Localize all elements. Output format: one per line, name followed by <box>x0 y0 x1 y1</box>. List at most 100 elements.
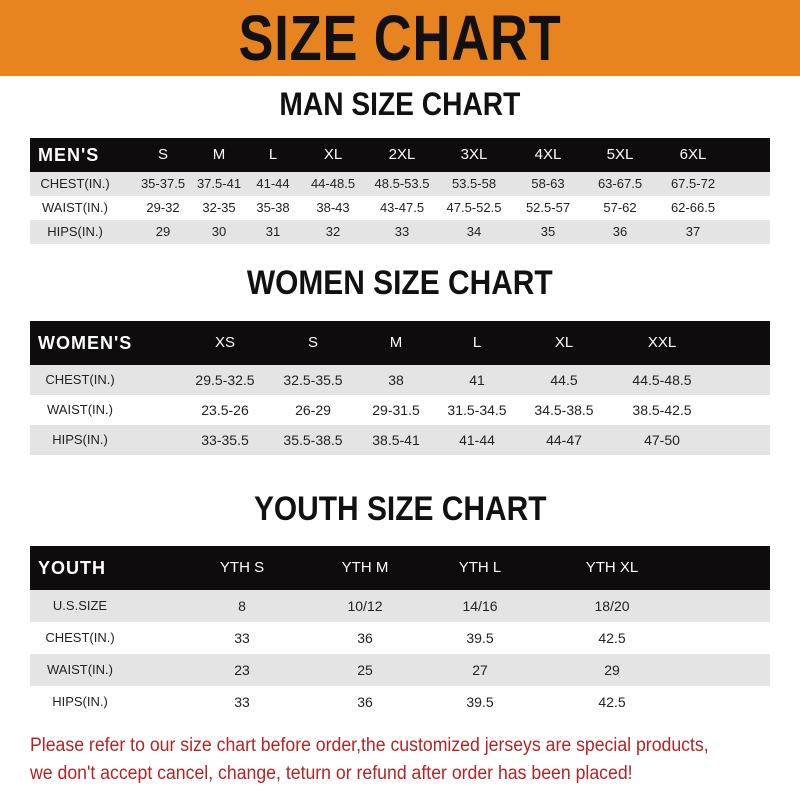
measurement-cell: 10/12 <box>347 598 383 614</box>
women-title-text: WOMEN SIZE CHART <box>247 264 553 302</box>
women-section-title: WOMEN SIZE CHART <box>0 264 800 303</box>
measurement-cell: 31 <box>265 224 281 239</box>
row-label: WAIST(IN.) <box>42 200 108 215</box>
table-row: HIPS(IN.) 29 30 31 32 33 34 35 36 37 <box>30 220 770 244</box>
measurement-cell: 8 <box>238 598 246 614</box>
measurement-cell: 44.5-48.5 <box>632 372 692 388</box>
row-label: WAIST(IN.) <box>47 662 113 677</box>
measurement-cell: 33 <box>234 630 250 646</box>
size-header: XS <box>214 334 236 351</box>
table-row: HIPS(IN.) 33 36 39.5 42.5 <box>30 686 770 718</box>
measurement-cell: 29 <box>155 224 171 239</box>
measurement-cell: 38 <box>388 372 404 388</box>
measurement-cell: 36 <box>612 224 628 239</box>
measurement-cell: 41-44 <box>256 176 290 191</box>
measurement-cell: 35-38 <box>256 200 290 215</box>
row-label: CHEST(IN.) <box>40 176 110 191</box>
measurement-cell: 29 <box>604 662 620 678</box>
measurement-cell: 41-44 <box>459 432 495 448</box>
measurement-cell: 23 <box>234 662 250 678</box>
header-label: YOUTH <box>38 558 106 578</box>
size-header: 2XL <box>388 146 416 163</box>
measurement-cell: 58-63 <box>531 176 565 191</box>
measurement-cell: 39.5 <box>466 694 494 710</box>
measurement-cell: 37.5-41 <box>196 176 242 191</box>
measurement-cell: 32.5-35.5 <box>283 372 343 388</box>
table-header-row: YOUTH YTH S YTH M YTH L YTH XL <box>30 546 770 590</box>
row-label: HIPS(IN.) <box>47 224 103 239</box>
measurement-cell: 31.5-34.5 <box>447 402 507 418</box>
men-size-table: MEN'S S M L XL 2XL 3XL 4XL 5XL 6XL CHEST(IN.) 35-37… <box>30 138 770 244</box>
header-label: MEN'S <box>38 145 100 165</box>
size-header: XL <box>554 334 574 351</box>
measurement-cell: 30 <box>211 224 227 239</box>
size-header: YTH S <box>219 559 265 576</box>
measurement-cell: 26-29 <box>295 402 331 418</box>
measurement-cell: 25 <box>357 662 373 678</box>
measurement-cell: 14/16 <box>462 598 498 614</box>
women-size-table: WOMEN'S XS S M L XL XXL CHEST(IN.) 29.5-32.5 32.5… <box>30 321 770 455</box>
page-title: SIZE CHART <box>238 2 562 74</box>
size-header: 3XL <box>460 146 488 163</box>
table-header-row: WOMEN'S XS S M L XL XXL <box>30 321 770 365</box>
table-row: WAIST(IN.) 23.5-26 26-29 29-31.5 31.5-34.5 34… <box>30 395 770 425</box>
youth-section-title: YOUTH SIZE CHART <box>0 490 800 529</box>
table-row: CHEST(IN.) 33 36 39.5 42.5 <box>30 622 770 654</box>
measurement-cell: 32 <box>325 224 341 239</box>
measurement-cell: 33 <box>394 224 410 239</box>
measurement-cell: 38-43 <box>316 200 350 215</box>
size-chart-banner: SIZE CHART <box>0 0 800 76</box>
measurement-cell: 62-66.5 <box>670 200 716 215</box>
size-header: YTH M <box>341 559 389 576</box>
header-label: WOMEN'S <box>38 333 133 353</box>
measurement-cell: 47-50 <box>644 432 680 448</box>
measurement-cell: 39.5 <box>466 630 494 646</box>
size-header: L <box>268 146 278 163</box>
measurement-cell: 27 <box>472 662 488 678</box>
measurement-cell: 37 <box>685 224 701 239</box>
size-header: S <box>157 146 169 163</box>
measurement-cell: 32-35 <box>202 200 236 215</box>
measurement-cell: 44.5 <box>550 372 578 388</box>
measurement-cell: 36 <box>357 630 373 646</box>
measurement-cell: 52.5-57 <box>525 200 571 215</box>
table-row: CHEST(IN.) 29.5-32.5 32.5-35.5 38 41 44.5 44.5… <box>30 365 770 395</box>
measurement-cell: 29-31.5 <box>372 402 420 418</box>
measurement-cell: 35.5-38.5 <box>283 432 343 448</box>
table-row: HIPS(IN.) 33-35.5 35.5-38.5 38.5-41 41-44 44-… <box>30 425 770 455</box>
measurement-cell: 43-47.5 <box>379 200 425 215</box>
size-header: M <box>212 146 226 163</box>
measurement-cell: 42.5 <box>598 630 626 646</box>
size-header: S <box>307 334 319 351</box>
men-section-title: MAN SIZE CHART <box>0 86 800 123</box>
measurement-cell: 33-35.5 <box>201 432 249 448</box>
youth-size-table: YOUTH YTH S YTH M YTH L YTH XL U.S.SIZE 8 10/12… <box>30 546 770 718</box>
measurement-cell: 57-62 <box>603 200 637 215</box>
measurement-cell: 38.5-42.5 <box>632 402 692 418</box>
measurement-cell: 44-47 <box>546 432 582 448</box>
measurement-cell: 63-67.5 <box>597 176 643 191</box>
measurement-cell: 23.5-26 <box>201 402 249 418</box>
table-row: U.S.SIZE 8 10/12 14/16 18/20 <box>30 590 770 622</box>
measurement-cell: 18/20 <box>594 598 630 614</box>
order-notice: Please refer to our size chart before or… <box>30 735 790 785</box>
row-label: HIPS(IN.) <box>52 432 108 447</box>
measurement-cell: 67.5-72 <box>670 176 716 191</box>
measurement-cell: 47.5-52.5 <box>446 200 502 215</box>
measurement-cell: 36 <box>357 694 373 710</box>
measurement-cell: 42.5 <box>598 694 626 710</box>
measurement-cell: 29.5-32.5 <box>195 372 255 388</box>
row-label: CHEST(IN.) <box>45 630 115 645</box>
measurement-cell: 34 <box>466 224 482 239</box>
measurement-cell: 38.5-41 <box>372 432 420 448</box>
measurement-cell: 41 <box>469 372 485 388</box>
size-header: YTH XL <box>585 559 639 576</box>
measurement-cell: 53.5-58 <box>451 176 497 191</box>
men-title-text: MAN SIZE CHART <box>279 86 521 122</box>
measurement-cell: 35 <box>540 224 556 239</box>
row-label: HIPS(IN.) <box>52 694 108 709</box>
size-header: YTH L <box>458 559 502 576</box>
table-row: WAIST(IN.) 29-32 32-35 35-38 38-43 43-47.5 47.… <box>30 196 770 220</box>
size-header: 4XL <box>534 146 562 163</box>
youth-title-text: YOUTH SIZE CHART <box>253 490 547 528</box>
